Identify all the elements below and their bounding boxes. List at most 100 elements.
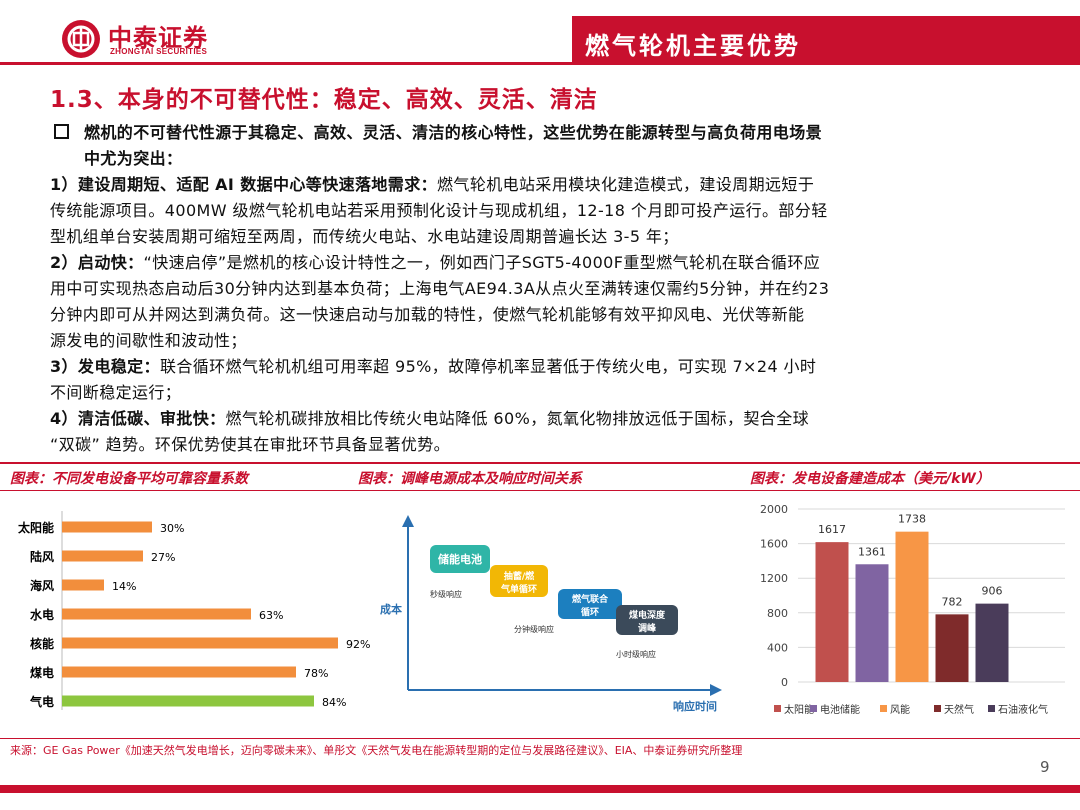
diagram-node [490,565,548,597]
title-banner [572,16,1080,63]
y-tick-label: 太阳能 [18,520,54,535]
y-tick-label: 水电 [30,607,54,622]
bullet-square-icon [54,124,69,139]
y-axis-arrow [402,515,414,527]
data-label: 84% [322,696,346,709]
y-tick-label: 核能 [30,636,54,651]
bar [62,579,104,591]
diagram-node-label: 循环 [581,606,599,618]
data-label: 906 [982,585,1003,598]
reliability-bar-chart: 太阳能 30% 陆风 27% 海风 14% 水电 63% 核能 92% 煤电 78% 气电 84% [18,511,370,710]
chart-caption-peaking: 图表：调峰电源成本及响应时间关系 [358,471,582,487]
diagram-node-label: 气单循环 [500,583,537,595]
y-tick-label: 400 [767,641,788,654]
y-tick-label: 气电 [29,694,54,709]
point-text: 用中可实现热态启动后30分钟内达到基本负荷；上海电气AE94.3A从点火至满转速… [50,279,830,298]
bar [855,564,889,682]
legend-label: 石油液化气 [998,703,1048,716]
data-label: 30% [160,522,184,535]
y-tick-label: 陆风 [30,549,54,564]
point-text: 分钟内即可从并网达到满负荷。这一快速启动与加载的特性，使燃气轮机能够有效平抑风电… [50,305,805,324]
legend-label: 电池储能 [820,703,860,716]
section-title: 1.3、本身的不可替代性：稳定、高效、灵活、清洁 [50,87,598,113]
data-label: 63% [259,609,283,622]
header-divider [0,62,1080,65]
point-text: 燃气轮机碳排放相比传统火电站降低 60%，氮氧化物排放远低于国标，契合全球 [225,409,809,428]
diagram-node [616,605,678,635]
diagram-node-label: 调峰 [638,622,657,634]
legend-swatch [988,705,995,712]
diagram-node-label: 燃气联合 [572,593,609,605]
diagram-node-note: 秒级响应 [430,589,462,599]
y-tick-label: 1600 [760,538,788,551]
point-text: 不间断稳定运行； [50,383,182,402]
point-text: 源发电的间歇性和波动性； [50,331,247,350]
legend-label: 天然气 [944,703,974,716]
y-tick-label: 800 [767,607,788,620]
data-label: 78% [304,667,328,680]
intro-line: 燃机的不可替代性源于其稳定、高效、灵活、清洁的核心特性，这些优势在能源转型与高负… [84,123,823,142]
bar [62,521,152,533]
y-tick-label: 0 [781,676,788,689]
diagram-node-note: 小时级响应 [616,649,656,659]
data-label: 782 [942,595,963,608]
bar [62,695,314,707]
point-text: “双碳” 趋势。环保优势使其在审批环节具备显著优势。 [50,435,451,454]
point-text: 联合循环燃气轮机机组可用率超 95%，故障停机率显著低于传统火电，可实现 7×2… [159,357,817,376]
bar [935,614,969,682]
legend-label: 太阳能 [784,703,814,716]
diagram-node [430,545,490,573]
source-note: 来源：GE Gas Power《加速天然气发电增长，迈向零碳未来》、单彤文《天然… [10,744,743,757]
point-heading: 3）发电稳定： [50,357,160,376]
point-text: 型机组单台安装周期可缩短至两周，而传统火电站、水电站建设周期普遍长达 3-5 年… [50,227,679,246]
x-axis-arrow [710,684,722,696]
diagram-node-note: 分钟级响应 [514,624,554,634]
chart-caption-cost: 图表：发电设备建造成本（美元/kW） [750,471,990,487]
data-label: 92% [346,638,370,651]
data-label: 1361 [858,545,886,558]
point-text: 燃气轮机电站采用模块化建造模式，建设周期远短于 [437,175,815,194]
construction-cost-chart: 0 400 800 1200 1600 2000 1617 1361 1738 782 906 太阳能… [760,503,1065,716]
company-name: 中泰证券 [108,24,208,52]
y-tick-label: 海风 [30,578,54,593]
bar [62,666,296,678]
legend-swatch [880,705,887,712]
banner-title: 燃气轮机主要优势 [585,32,801,60]
company-logo-icon [62,20,100,58]
point-heading: 2）启动快： [50,253,144,272]
x-axis-label: 响应时间 [673,699,717,713]
bar [975,603,1009,682]
point-heading: 1）建设周期短、适配 AI 数据中心等快速落地需求： [50,175,438,194]
data-label: 1617 [818,523,846,536]
intro-line: 中尤为突出： [84,149,183,168]
diagram-node-label: 抽蓄/燃 [504,570,535,582]
bar [895,531,929,682]
data-label: 1738 [898,513,926,526]
diagram-node-label: 储能电池 [438,552,482,566]
y-tick-label: 2000 [760,503,788,516]
bar [62,608,251,620]
body-text: 燃机的不可替代性源于其稳定、高效、灵活、清洁的核心特性，这些优势在能源转型与高负… [50,120,1040,458]
data-label: 27% [151,551,175,564]
bar [62,637,338,649]
page-number: 9 [1040,758,1050,776]
legend-swatch [810,705,817,712]
diagram-node-label: 煤电深度 [629,609,666,621]
data-label: 14% [112,580,136,593]
diagram-node [558,589,622,619]
point-heading: 4）清洁低碳、审批快： [50,409,226,428]
legend-swatch [934,705,941,712]
bottom-bar [0,785,1080,793]
chart-section-divider [0,462,1080,464]
y-axis-label: 成本 [380,602,402,616]
bar [815,542,849,682]
bar [62,550,143,562]
y-tick-label: 煤电 [30,665,54,680]
point-text: “快速启停”是燃机的核心设计特性之一，例如西门子SGT5-4000F重型燃气轮机… [143,253,821,272]
legend-swatch [774,705,781,712]
caption-divider [0,490,1080,491]
y-tick-label: 1200 [760,572,788,585]
point-text: 传统能源项目。400MW 级燃气轮机电站若采用预制化设计与现成机组，12-18 … [50,201,828,220]
chart-caption-reliability: 图表：不同发电设备平均可靠容量系数 [10,471,248,487]
